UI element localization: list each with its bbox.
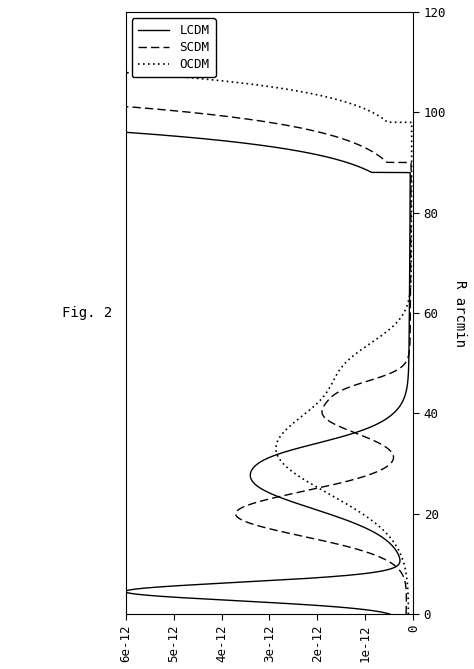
SCDM (340, 541, 346, 549)
OCDM (281, 85, 286, 93)
SCDM (236, 506, 241, 514)
LCDM (313, 506, 319, 514)
LCDM (387, 610, 393, 618)
Legend: LCDM, SCDM, OCDM: LCDM, SCDM, OCDM (132, 18, 216, 77)
Line: LCDM: LCDM (0, 12, 410, 614)
LCDM (405, 379, 410, 387)
OCDM (349, 353, 355, 361)
SCDM (358, 379, 364, 387)
Y-axis label: R arcmin: R arcmin (453, 280, 467, 347)
SCDM (405, 353, 411, 361)
OCDM (329, 379, 335, 387)
LCDM (389, 541, 395, 549)
OCDM (393, 541, 399, 549)
Line: SCDM: SCDM (0, 12, 411, 614)
LCDM (406, 353, 412, 361)
Line: OCDM: OCDM (0, 12, 412, 614)
OCDM (405, 610, 411, 618)
OCDM (353, 506, 359, 514)
SCDM (403, 610, 409, 618)
Text: Fig. 2: Fig. 2 (63, 306, 113, 320)
